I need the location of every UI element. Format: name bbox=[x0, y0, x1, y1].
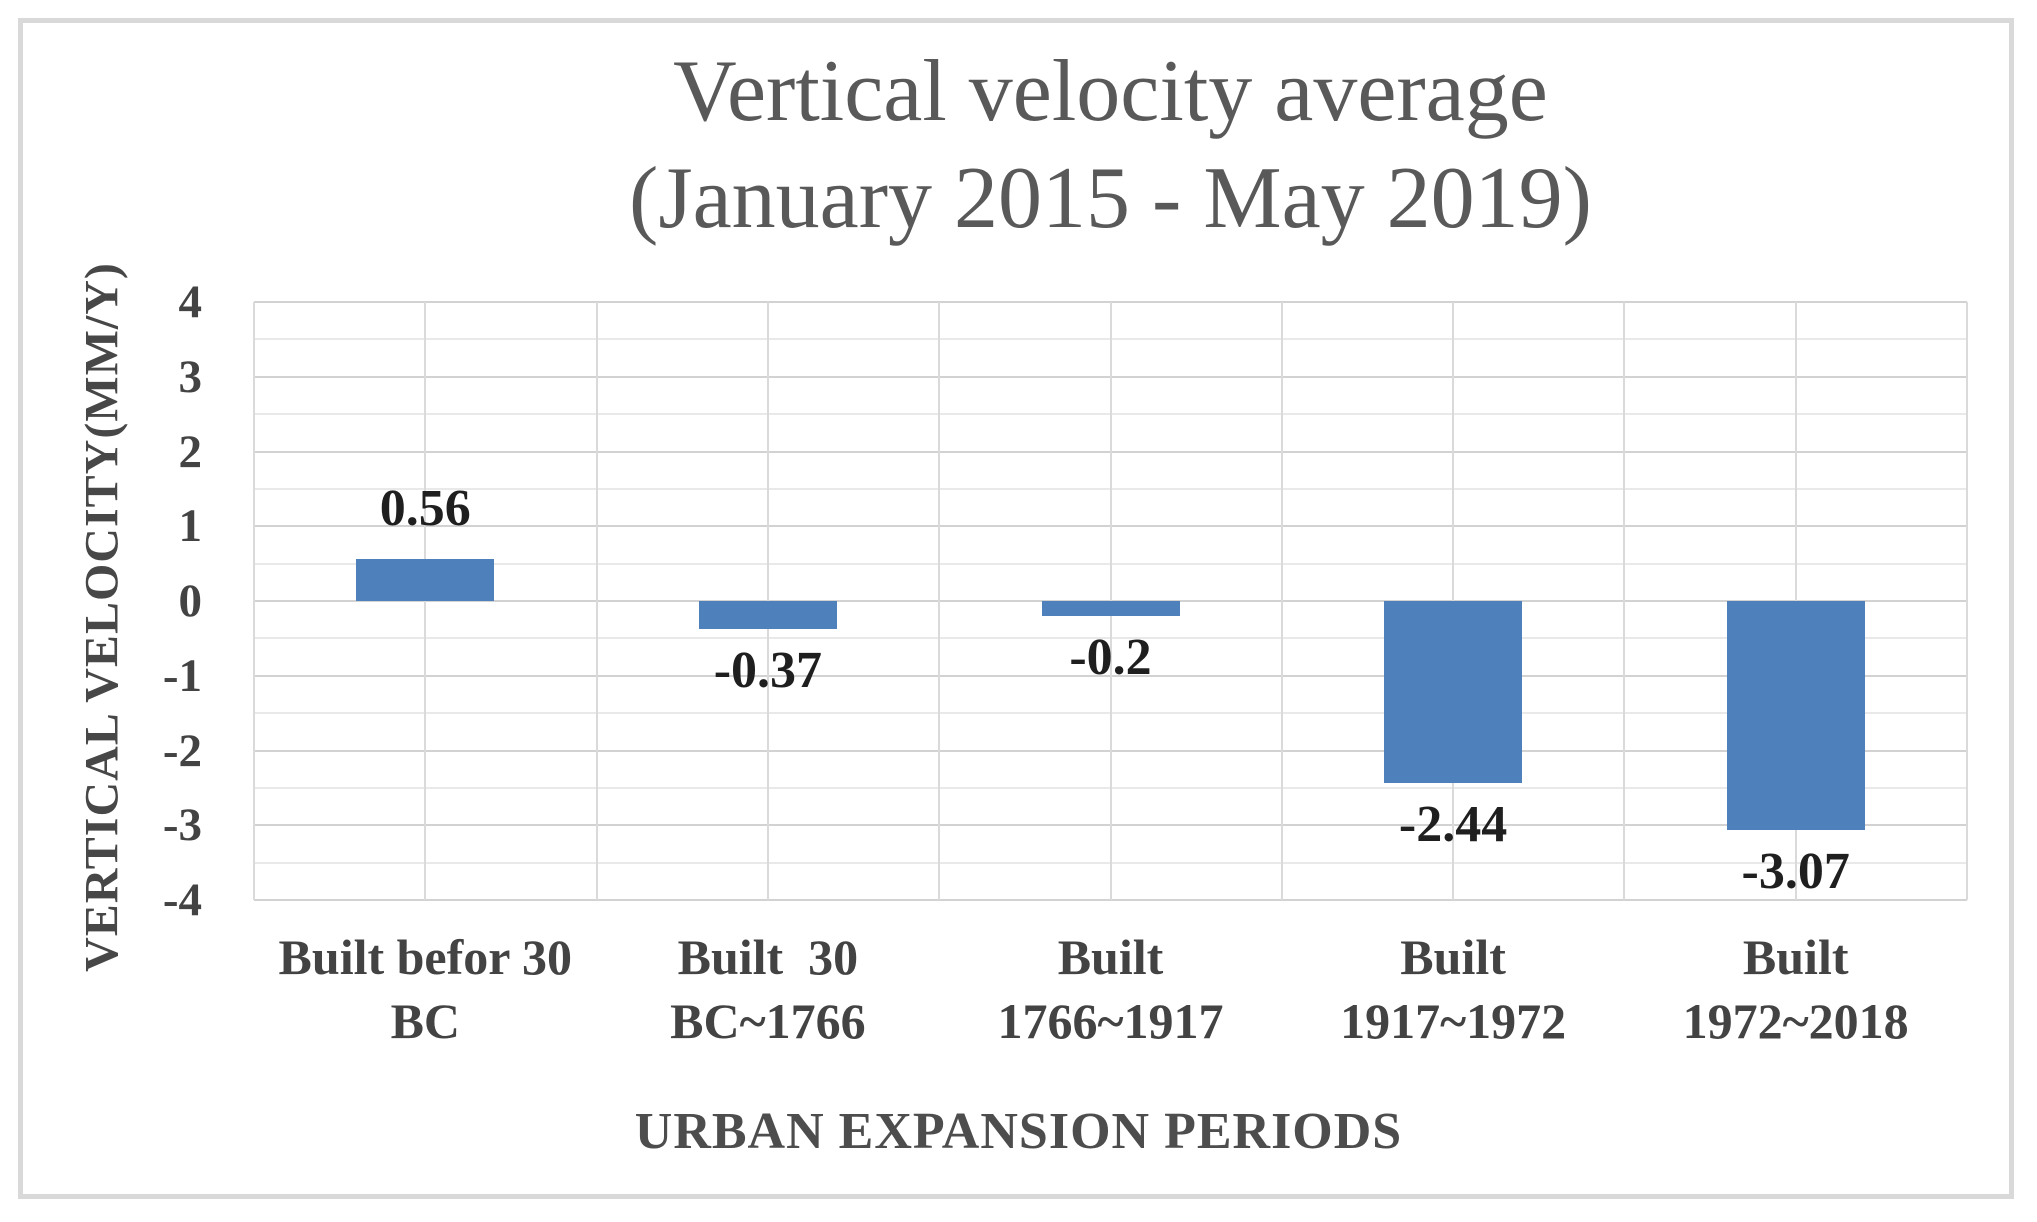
bar-4 bbox=[1726, 601, 1865, 831]
bar-data-label: 0.56 bbox=[379, 480, 471, 538]
y-tick-label: 3 bbox=[178, 350, 203, 403]
x-category-label: Built 1766~1917 bbox=[901, 925, 1321, 1053]
v-gridline bbox=[253, 302, 255, 900]
v-gridline bbox=[424, 302, 427, 900]
bar-0 bbox=[356, 559, 495, 601]
y-tick-label: 0 bbox=[178, 575, 203, 627]
major-h-gridline bbox=[254, 899, 1967, 901]
x-category-label-line: 1917~1972 bbox=[1340, 993, 1567, 1049]
y-tick-label: 1 bbox=[178, 500, 203, 553]
bar-data-label: -3.07 bbox=[1741, 843, 1850, 901]
x-axis-title: URBAN EXPANSION PERIODS bbox=[634, 1103, 1403, 1160]
y-tick-label: 2 bbox=[178, 425, 203, 478]
x-category-label-line: Built bbox=[1057, 929, 1164, 985]
x-category-label-line: BC~1766 bbox=[670, 993, 866, 1049]
bar-data-label: -2.44 bbox=[1398, 796, 1508, 854]
x-category-label: Built 1972~2018 bbox=[1586, 925, 2006, 1053]
bar-data-label: -0.37 bbox=[713, 641, 823, 699]
x-category-label-line: 1972~2018 bbox=[1682, 993, 1909, 1049]
x-category-label-line: Built bbox=[1742, 929, 1849, 985]
bar-1 bbox=[698, 601, 837, 629]
x-category-label: Built 30 BC~1766 bbox=[558, 925, 978, 1053]
chart-border-frame bbox=[18, 18, 2014, 1199]
v-gridline bbox=[1966, 302, 1968, 900]
bar-3 bbox=[1384, 601, 1523, 784]
x-category-label-line: 1766~1917 bbox=[997, 993, 1224, 1049]
x-category-label: Built befor 30 BC bbox=[215, 925, 635, 1053]
v-gridline bbox=[595, 302, 598, 900]
x-category-label-line: BC bbox=[390, 993, 461, 1049]
chart-title-block: Vertical velocity average (January 2015 … bbox=[254, 38, 1967, 252]
y-tick-label: -3 bbox=[162, 799, 202, 852]
chart-title: Vertical velocity average bbox=[673, 43, 1548, 140]
x-category-label-line: Built bbox=[1400, 929, 1506, 985]
x-category-label-line: Built 30 bbox=[677, 929, 859, 985]
v-gridline bbox=[1280, 302, 1283, 900]
x-category-label: Built 1917~1972 bbox=[1243, 925, 1663, 1053]
y-tick-label: -2 bbox=[162, 724, 202, 777]
y-tick-label: -4 bbox=[162, 874, 202, 926]
chart-subtitle: (January 2015 - May 2019) bbox=[629, 150, 1592, 247]
v-gridline bbox=[1623, 302, 1626, 900]
x-category-label-line: Built befor 30 bbox=[278, 929, 573, 985]
y-tick-label: 4 bbox=[178, 276, 203, 328]
v-gridline bbox=[938, 302, 941, 900]
bar-2 bbox=[1041, 601, 1180, 616]
y-tick-label: -1 bbox=[162, 649, 202, 702]
bar-data-label: -0.2 bbox=[1069, 628, 1152, 686]
